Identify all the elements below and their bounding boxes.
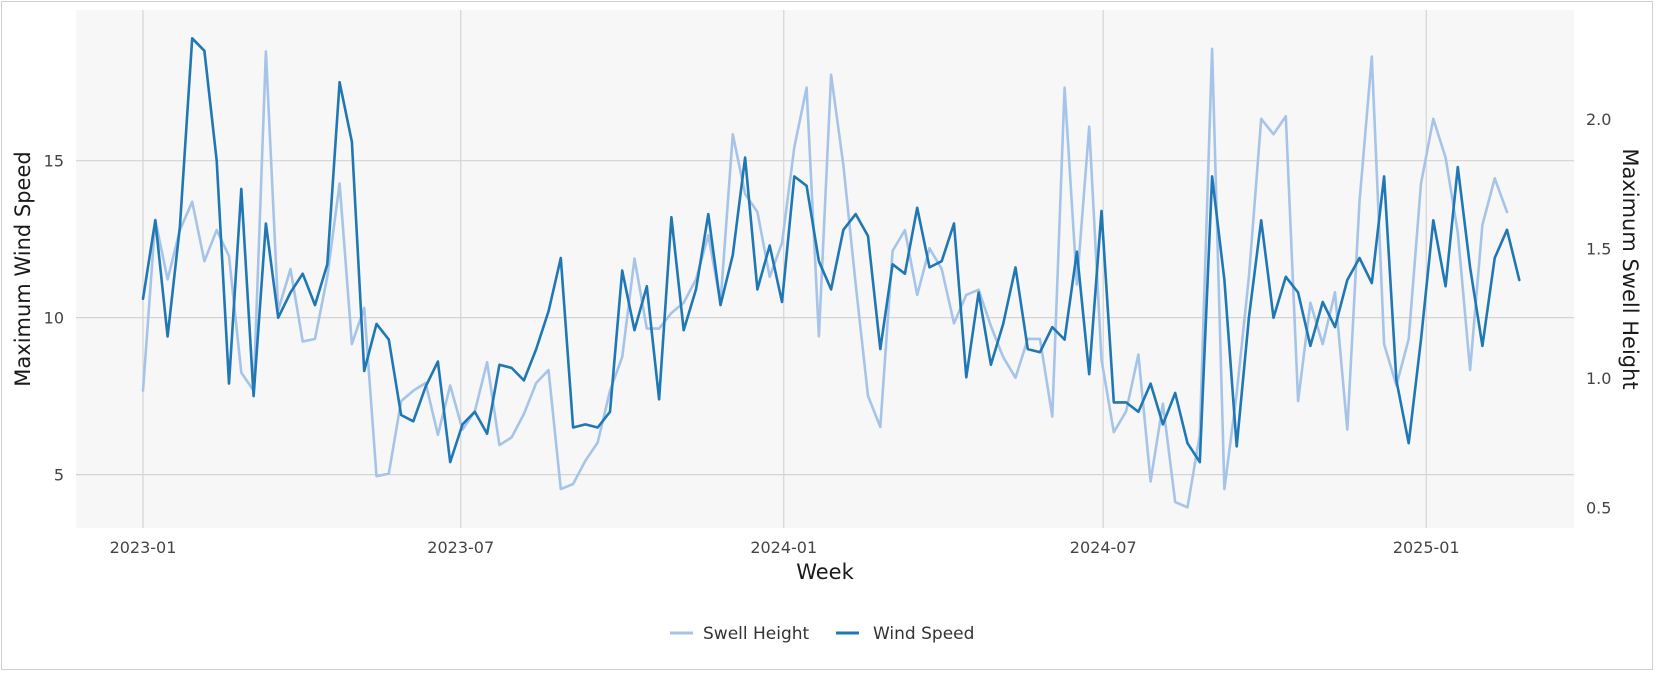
y2-tick-label: 2.0 [1586, 110, 1611, 129]
x-tick-label: 2023-07 [427, 538, 494, 557]
x-tick-label: 2024-01 [750, 538, 817, 557]
x-tick-label: 2025-01 [1393, 538, 1460, 557]
y2-axis-ticks: 0.5 1.0 1.5 2.0 [1586, 110, 1611, 518]
legend-label-swell-height: Swell Height [703, 624, 810, 644]
y-tick-label: 10 [44, 309, 64, 328]
y2-axis-label: Maximum Swell Height [1618, 148, 1642, 389]
x-axis-ticks: 2023-01 2023-07 2024-01 2024-07 2025-01 [110, 538, 1460, 557]
y2-tick-label: 1.5 [1586, 239, 1611, 258]
y-axis-ticks: 5 10 15 [44, 152, 64, 485]
legend-label-wind-speed: Wind Speed [873, 624, 974, 644]
series-line-wind-speed [141, 36, 1521, 464]
y-tick-label: 15 [44, 152, 64, 171]
legend: Swell Height Wind Speed [670, 624, 974, 644]
x-tick-label: 2024-07 [1070, 538, 1137, 557]
y-tick-label: 5 [54, 466, 64, 485]
y2-tick-label: 1.0 [1586, 369, 1611, 388]
y2-tick-label: 0.5 [1586, 498, 1611, 517]
grid [76, 10, 1574, 528]
y-axis-label: Maximum Wind Speed [11, 151, 35, 386]
series-layer [141, 36, 1521, 509]
series-line-swell-height [141, 47, 1509, 509]
x-axis-label: Week [796, 560, 854, 584]
x-tick-label: 2023-01 [110, 538, 177, 557]
plot-area [76, 10, 1574, 528]
